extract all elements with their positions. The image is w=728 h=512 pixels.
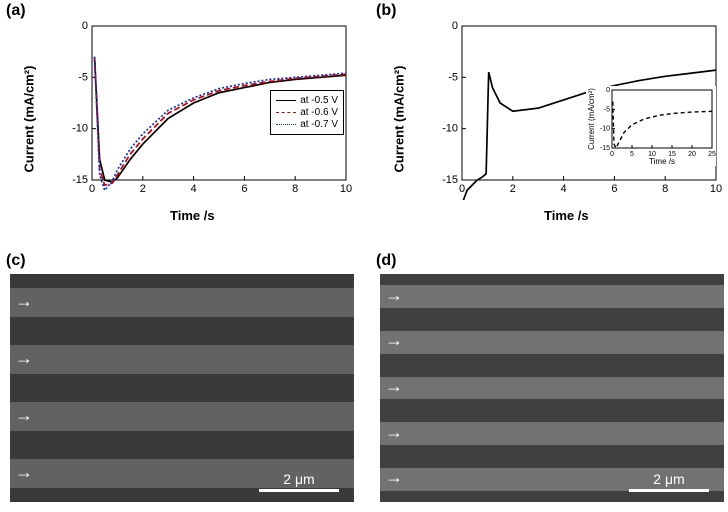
panel-c-label: (c) xyxy=(6,252,26,270)
svg-text:-15: -15 xyxy=(600,145,610,152)
svg-text:-10: -10 xyxy=(442,123,458,135)
svg-text:8: 8 xyxy=(662,183,668,195)
svg-text:4: 4 xyxy=(191,183,197,195)
panel-a: (a) 0 2 4 6 8 10 -15 -10 -5 0 at -0.5 V at -0.6 V… xyxy=(0,0,364,250)
svg-text:Time /s: Time /s xyxy=(649,157,675,166)
svg-text:8: 8 xyxy=(292,183,298,195)
scalebar-c-text: 2 μm xyxy=(283,471,314,487)
svg-text:0: 0 xyxy=(452,20,458,32)
arrow-icon: → xyxy=(385,330,403,351)
svg-text:2: 2 xyxy=(510,183,516,195)
sem-stripe xyxy=(380,422,724,445)
legend-swatch xyxy=(276,124,296,125)
svg-text:Current (mA/cm²): Current (mA/cm²) xyxy=(587,88,596,150)
sem-stripe xyxy=(10,402,354,431)
svg-text:0: 0 xyxy=(610,151,614,158)
chart-b-xlabel: Time /s xyxy=(544,208,589,223)
legend-label: at -0.7 V xyxy=(300,119,338,130)
legend-swatch xyxy=(276,100,296,101)
scalebar-d: 2 μm xyxy=(629,471,709,492)
panel-b: (b) 0246810-15-10-50 0510152025-15-10-50… xyxy=(374,0,728,250)
chart-a-ylabel: Current (mA/cm²) xyxy=(22,43,37,173)
arrow-icon: → xyxy=(385,285,403,306)
legend-row: at -0.6 V xyxy=(276,107,338,118)
arrow-icon: → xyxy=(15,348,33,369)
svg-text:-10: -10 xyxy=(600,126,610,133)
legend-row: at -0.5 V xyxy=(276,95,338,106)
legend-label: at -0.6 V xyxy=(300,107,338,118)
arrow-icon: → xyxy=(385,376,403,397)
arrow-icon: → xyxy=(15,462,33,483)
panel-b-label: (b) xyxy=(376,2,396,20)
sem-stripe xyxy=(10,288,354,317)
sem-stripe xyxy=(380,285,724,308)
panel-c: (c) 2 μm → → → → xyxy=(0,252,364,512)
svg-text:0: 0 xyxy=(459,183,465,195)
svg-text:0: 0 xyxy=(89,183,95,195)
sem-stripe xyxy=(380,377,724,400)
svg-text:-5: -5 xyxy=(604,106,610,113)
chart-a-xlabel: Time /s xyxy=(170,208,215,223)
scalebar-d-line xyxy=(629,489,709,492)
svg-text:5: 5 xyxy=(630,151,634,158)
sem-stripe xyxy=(10,345,354,374)
panel-d: (d) 2 μm → → → → → xyxy=(374,252,728,512)
chart-a: 0 2 4 6 8 10 -15 -10 -5 0 at -0.5 V at -0.6 V at … xyxy=(62,20,352,200)
svg-text:25: 25 xyxy=(708,151,716,158)
scalebar-c: 2 μm xyxy=(259,471,339,492)
svg-text:6: 6 xyxy=(241,183,247,195)
legend-label: at -0.5 V xyxy=(300,95,338,106)
svg-text:-15: -15 xyxy=(442,174,458,186)
panel-a-label: (a) xyxy=(6,2,26,20)
chart-a-legend: at -0.5 V at -0.6 V at -0.7 V xyxy=(270,90,344,135)
svg-text:4: 4 xyxy=(561,183,567,195)
svg-text:0: 0 xyxy=(606,87,610,94)
svg-text:-5: -5 xyxy=(448,71,458,83)
sem-stripe xyxy=(380,331,724,354)
svg-text:10: 10 xyxy=(710,183,722,195)
legend-swatch xyxy=(276,112,296,113)
chart-b-inset: 0510152025-15-10-50Time /sCurrent (mA/cm… xyxy=(586,86,716,166)
chart-b-ylabel: Current (mA/cm²) xyxy=(392,43,407,173)
svg-text:2: 2 xyxy=(140,183,146,195)
panel-d-label: (d) xyxy=(376,252,396,270)
svg-text:-5: -5 xyxy=(78,71,88,83)
svg-text:-10: -10 xyxy=(72,123,88,135)
svg-text:10: 10 xyxy=(340,183,352,195)
sem-c: 2 μm → → → → xyxy=(10,274,354,502)
scalebar-c-line xyxy=(259,489,339,492)
svg-text:6: 6 xyxy=(611,183,617,195)
arrow-icon: → xyxy=(385,467,403,488)
scalebar-d-text: 2 μm xyxy=(653,471,684,487)
arrow-icon: → xyxy=(15,291,33,312)
legend-row: at -0.7 V xyxy=(276,119,338,130)
svg-text:-15: -15 xyxy=(72,174,88,186)
arrow-icon: → xyxy=(15,405,33,426)
inset-svg: 0510152025-15-10-50Time /sCurrent (mA/cm… xyxy=(586,86,716,166)
arrow-icon: → xyxy=(385,422,403,443)
sem-d: 2 μm → → → → → xyxy=(380,274,724,502)
svg-text:20: 20 xyxy=(688,151,696,158)
svg-text:0: 0 xyxy=(82,20,88,32)
chart-b: 0246810-15-10-50 0510152025-15-10-50Time… xyxy=(432,20,722,200)
